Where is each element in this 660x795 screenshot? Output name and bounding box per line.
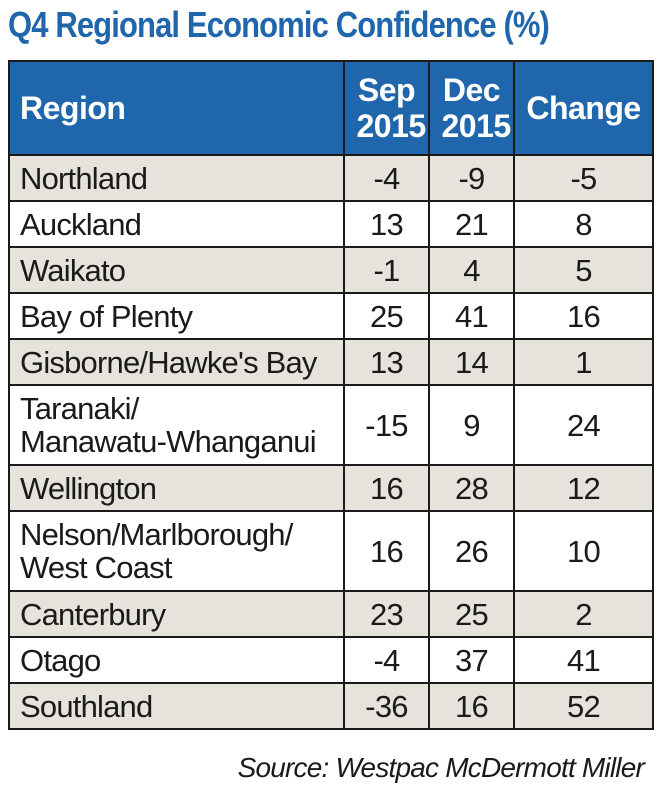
dec-2015-cell: 4	[428, 246, 515, 294]
change-cell: 8	[513, 200, 654, 248]
region-cell: Wellington	[8, 464, 345, 512]
change-cell: 24	[513, 384, 654, 466]
sep-2015-cell: -1	[343, 246, 430, 294]
header-dec-text: Dec 2015	[441, 72, 512, 144]
sep-2015-cell: 13	[343, 200, 430, 248]
region-cell: Canterbury	[8, 590, 345, 638]
region-cell: Taranaki/Manawatu-Whanganui	[8, 384, 345, 466]
table-row: Southland -36 16 52	[8, 682, 654, 730]
table-row: Bay of Plenty 25 41 16	[8, 292, 654, 340]
change-cell: 52	[513, 682, 654, 730]
region-cell: Bay of Plenty	[8, 292, 345, 340]
header-change: Change	[513, 60, 654, 156]
dec-2015-cell: 37	[428, 636, 515, 684]
sep-2015-cell: -4	[343, 154, 430, 202]
region-cell: Otago	[8, 636, 345, 684]
table-row: Waikato -1 4 5	[8, 246, 654, 294]
header-dec-2015: Dec 2015	[428, 60, 515, 156]
sep-2015-cell: 16	[343, 510, 430, 592]
dec-2015-cell: 41	[428, 292, 515, 340]
change-cell: 16	[513, 292, 654, 340]
region-cell: Auckland	[8, 200, 345, 248]
chart-title: Q4 Regional Economic Confidence (%)	[8, 4, 550, 45]
change-cell: 1	[513, 338, 654, 386]
change-cell: 41	[513, 636, 654, 684]
header-region: Region	[8, 60, 345, 156]
header-sep-2015: Sep 2015	[343, 60, 430, 156]
dec-2015-cell: 25	[428, 590, 515, 638]
confidence-table: Region Sep 2015 Dec 2015 Change Northlan…	[8, 60, 654, 730]
dec-2015-cell: 26	[428, 510, 515, 592]
table-row: Wellington 16 28 12	[8, 464, 654, 512]
region-cell: Nelson/Marlborough/West Coast	[8, 510, 345, 592]
dec-2015-cell: 14	[428, 338, 515, 386]
table-row: Nelson/Marlborough/West Coast 16 26 10	[8, 510, 654, 592]
sep-2015-cell: 25	[343, 292, 430, 340]
region-cell: Waikato	[8, 246, 345, 294]
table-row: Taranaki/Manawatu-Whanganui -15 9 24	[8, 384, 654, 466]
change-cell: 10	[513, 510, 654, 592]
table-row: Northland -4 -9 -5	[8, 154, 654, 202]
table-row: Canterbury 23 25 2	[8, 590, 654, 638]
sep-2015-cell: 23	[343, 590, 430, 638]
change-cell: 5	[513, 246, 654, 294]
change-cell: 2	[513, 590, 654, 638]
change-cell: -5	[513, 154, 654, 202]
sep-2015-cell: 13	[343, 338, 430, 386]
dec-2015-cell: 28	[428, 464, 515, 512]
sep-2015-cell: -36	[343, 682, 430, 730]
header-row: Region Sep 2015 Dec 2015 Change	[8, 60, 654, 156]
table-row: Auckland 13 21 8	[8, 200, 654, 248]
dec-2015-cell: 9	[428, 384, 515, 466]
region-cell: Gisborne/Hawke's Bay	[8, 338, 345, 386]
dec-2015-cell: 16	[428, 682, 515, 730]
change-cell: 12	[513, 464, 654, 512]
sep-2015-cell: -4	[343, 636, 430, 684]
dec-2015-cell: -9	[428, 154, 515, 202]
source-note: Source: Westpac McDermott Miller	[237, 752, 645, 783]
header-sep-text: Sep 2015	[356, 72, 427, 144]
sep-2015-cell: 16	[343, 464, 430, 512]
table-row: Gisborne/Hawke's Bay 13 14 1	[8, 338, 654, 386]
sep-2015-cell: -15	[343, 384, 430, 466]
dec-2015-cell: 21	[428, 200, 515, 248]
region-cell: Southland	[8, 682, 345, 730]
region-cell: Northland	[8, 154, 345, 202]
table-row: Otago -4 37 41	[8, 636, 654, 684]
